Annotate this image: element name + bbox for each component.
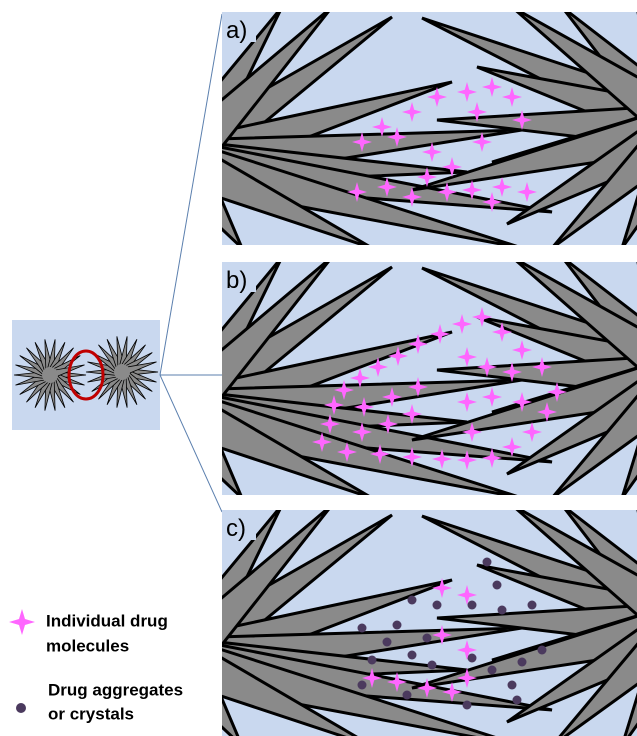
connector-lines (160, 14, 222, 512)
drug-aggregate (408, 596, 417, 605)
drug-aggregate (463, 701, 472, 710)
panel-label: c) (226, 515, 246, 542)
legend-dot (16, 703, 26, 713)
figure: a) b) c) Individual drug molecules Drug ag… (0, 0, 637, 736)
drug-aggregate (358, 624, 367, 633)
drug-aggregate (368, 656, 377, 665)
legend-text: molecules (46, 636, 129, 655)
drug-aggregate (383, 638, 392, 647)
drug-aggregate (433, 601, 442, 610)
drug-aggregate (493, 581, 502, 590)
drug-aggregate (468, 601, 477, 610)
legend-star (9, 609, 35, 635)
drug-aggregate (508, 681, 517, 690)
drug-aggregate (513, 696, 522, 705)
legend-text: or crystals (48, 704, 134, 723)
panel: c) (142, 505, 637, 736)
panel-label: b) (226, 267, 247, 294)
drug-aggregate (403, 691, 412, 700)
legend-text: Individual drug (46, 611, 168, 630)
urchin-core (114, 364, 130, 380)
panel: b) (142, 257, 637, 498)
legend-text: Drug aggregates (48, 680, 183, 699)
drug-aggregate (358, 681, 367, 690)
drug-aggregate (393, 621, 402, 630)
drug-aggregate (428, 661, 437, 670)
urchin-core (142, 122, 222, 202)
panel: a) (142, 7, 637, 248)
drug-aggregate (468, 654, 477, 663)
thumbnail (12, 320, 160, 430)
drug-aggregate (483, 558, 492, 567)
legend: Individual drug molecules Drug aggregate… (9, 609, 183, 723)
drug-aggregate (498, 606, 507, 615)
drug-aggregate (423, 634, 432, 643)
panel-label: a) (226, 17, 247, 44)
urchin-core (42, 367, 58, 383)
drug-aggregate (538, 646, 547, 655)
drug-aggregate (408, 651, 417, 660)
drug-aggregate (518, 658, 527, 667)
drug-aggregate (528, 601, 537, 610)
drug-aggregate (488, 666, 497, 675)
